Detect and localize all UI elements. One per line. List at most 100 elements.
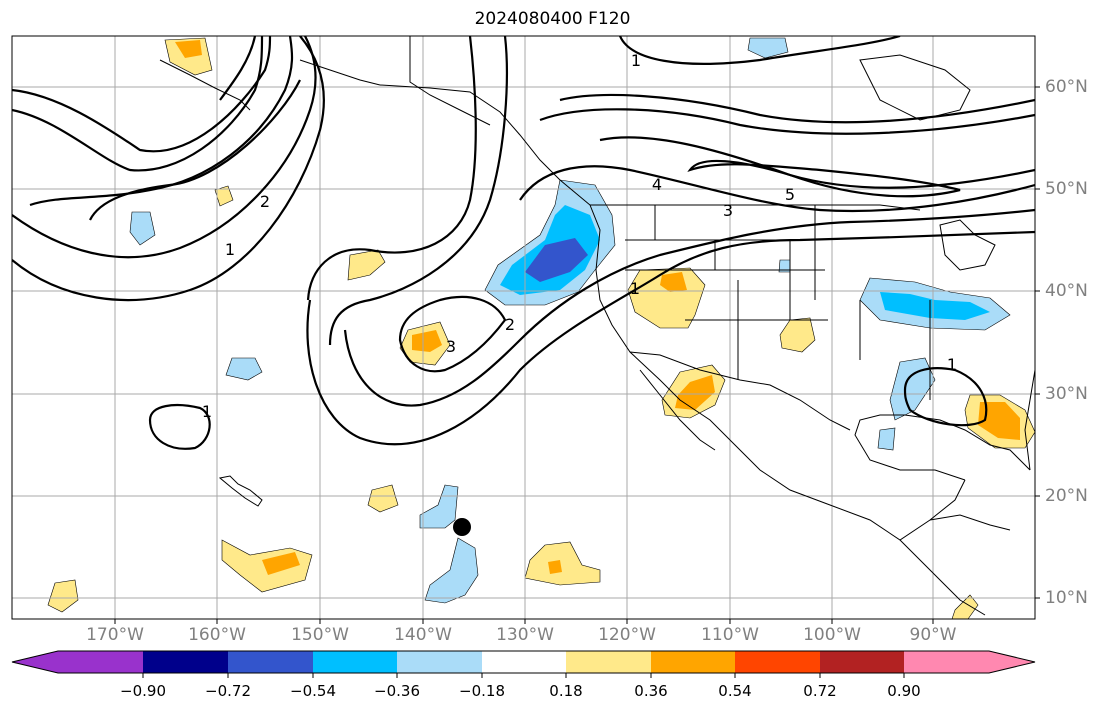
contour-2-west — [12, 36, 317, 259]
coastline-great-lakes — [939, 219, 996, 271]
negative-anomaly-great-lakes-core — [880, 292, 990, 320]
longitude-label: 140°W — [394, 625, 452, 645]
colorbar-tick-label: 0.18 — [549, 682, 583, 700]
longitude-label: 90°W — [909, 625, 957, 645]
contour-1-ridge — [306, 230, 1035, 446]
colorbar-tick-label: −0.54 — [290, 682, 336, 700]
positive-anomaly-southwest-us-core — [660, 272, 687, 292]
latitude-label: 30°N — [1045, 384, 1088, 404]
contour-north-1 — [559, 93, 1035, 124]
latitude-label: 60°N — [1045, 77, 1088, 97]
longitude-label: 160°W — [188, 625, 246, 645]
positive-anomaly-pacific-mid — [524, 541, 601, 586]
longitude-label: 120°W — [598, 625, 656, 645]
contour-3-ridge — [398, 295, 507, 373]
contour-2-ridge — [343, 208, 1035, 407]
contour-label: 1 — [630, 279, 640, 298]
colorbar-tick-label: −0.90 — [120, 682, 166, 700]
location-marker — [453, 518, 471, 536]
colorbar-tick-label: −0.72 — [205, 682, 251, 700]
negative-anomaly-west-pacific — [129, 211, 156, 246]
coastline-western-alaska — [159, 59, 251, 111]
contour-label: 1 — [202, 402, 212, 421]
colorbar-segment-extend-low — [12, 651, 58, 673]
negative-anomaly-south-1 — [424, 537, 479, 604]
border-us-mexico — [629, 351, 851, 431]
longitude-label: 100°W — [803, 625, 861, 645]
contour-label: 2 — [260, 192, 270, 211]
contour-label-group: 1 2 3 4 5 1 2 1 3 1 1 — [202, 51, 957, 421]
positive-anomaly-colorado — [779, 317, 816, 353]
contour-4-west — [12, 36, 264, 172]
positive-anomaly-alaska-core — [175, 40, 202, 58]
colorbar-tick-label: 0.54 — [718, 682, 752, 700]
positive-anomaly-pacific-south-core — [262, 552, 300, 575]
coastlines — [159, 36, 1035, 616]
colorbar-tick-label: 0.36 — [634, 682, 668, 700]
positive-anomaly-eastern-pacific-core — [412, 330, 442, 352]
colorbar-tick-label: 0.72 — [803, 682, 837, 700]
contour-1-central-pacific — [148, 404, 211, 450]
contour-label: 3 — [446, 337, 456, 356]
contour-3-west — [29, 36, 294, 207]
colorbar-segment — [313, 651, 397, 673]
contour-label: 1 — [947, 355, 957, 374]
colorbar-segment — [651, 651, 735, 673]
map-title: 2024080400 F120 — [474, 9, 631, 29]
contour-north-2 — [539, 108, 1035, 135]
contour-1-west — [12, 36, 326, 302]
latitude-label: 40°N — [1045, 281, 1088, 301]
contour-label: 1 — [225, 240, 235, 259]
negative-anomaly-pacific-northwest-strong — [525, 238, 588, 282]
contour-5-west — [12, 36, 272, 153]
state-lines — [625, 205, 931, 400]
border-alaska-canada — [409, 36, 491, 126]
positive-anomaly-aleutian — [214, 185, 234, 207]
latitude-label: 10°N — [1045, 588, 1088, 608]
longitude-label: 110°W — [701, 625, 759, 645]
contour-upper-ridge — [306, 36, 477, 301]
latitude-label: 20°N — [1045, 486, 1088, 506]
colorbar-segment — [566, 651, 651, 673]
coastline-baja — [639, 369, 716, 451]
colorbar-segment — [735, 651, 820, 673]
longitude-label: 150°W — [291, 625, 349, 645]
colorbar-segment — [58, 651, 143, 673]
longitude-label: 170°W — [86, 625, 144, 645]
contour-1-gulf — [903, 367, 988, 427]
negative-anomaly-gulf-small — [877, 427, 896, 451]
coastline-cuba — [929, 514, 1011, 531]
contour-label: 5 — [785, 185, 795, 204]
contour-6-west — [89, 79, 301, 221]
negative-anomaly-gulf — [889, 357, 936, 421]
colorbar-segment — [820, 651, 904, 673]
colorbar-segment-extend-high — [989, 651, 1035, 673]
positive-anomaly-far-southwest — [47, 579, 79, 613]
longitude-label: 130°W — [496, 625, 554, 645]
positive-anomaly-baja-core — [675, 375, 715, 410]
coastline-gulf-mexico — [854, 414, 1031, 481]
shaded-anomalies — [47, 37, 1035, 619]
contour-6-east — [687, 159, 961, 198]
contour-label: 2 — [505, 315, 515, 334]
colorbar-segment — [482, 651, 566, 673]
colorbar-ticks — [142, 673, 905, 678]
colorbar-outline — [11, 650, 1036, 674]
positive-anomaly-southeast-core — [978, 402, 1020, 440]
contour-north-3 — [618, 36, 901, 65]
colorbar-tick-label: 0.90 — [887, 682, 921, 700]
latitude-label: 50°N — [1045, 179, 1088, 199]
negative-anomaly-hudson — [747, 37, 789, 59]
contour-outer-ridge — [328, 36, 508, 346]
contours — [12, 36, 1035, 450]
coastline-central-america — [899, 539, 986, 616]
island-hawaii — [218, 475, 263, 507]
map-frame — [11, 35, 1036, 620]
coastline-hudson-bay — [859, 54, 971, 121]
graticule — [12, 36, 1035, 619]
contour-label: 3 — [723, 201, 733, 220]
colorbar-tick-label: −0.18 — [459, 682, 505, 700]
colorbar-segment — [143, 651, 228, 673]
border-us-canada — [590, 204, 921, 211]
